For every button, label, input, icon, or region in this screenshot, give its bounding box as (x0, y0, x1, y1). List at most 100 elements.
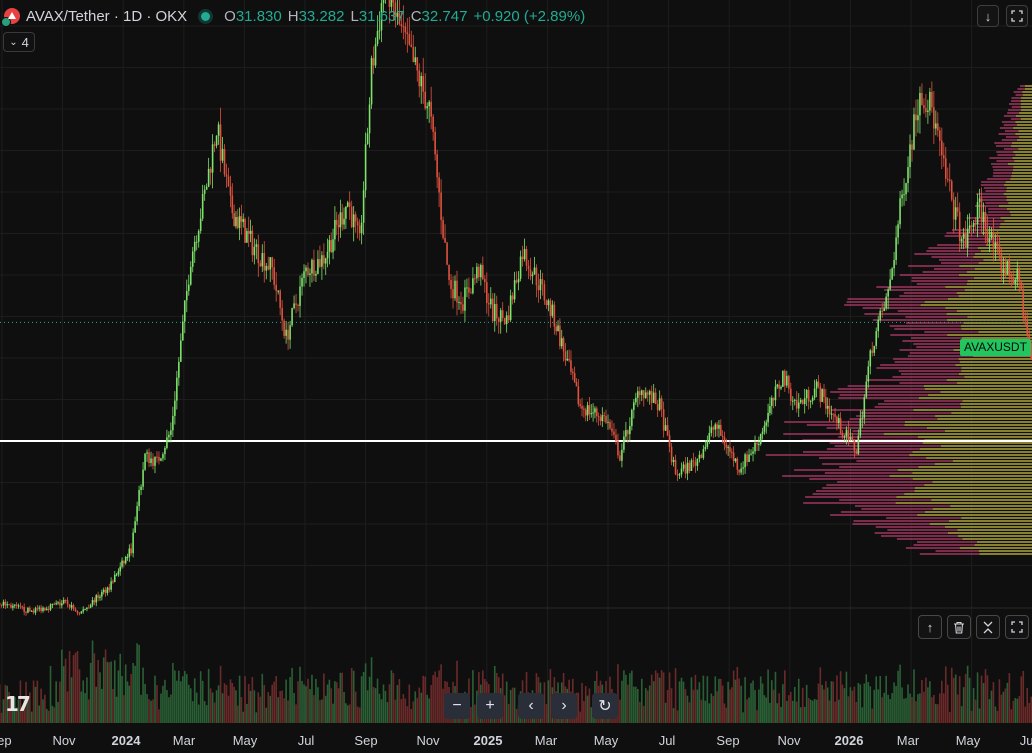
candle-body (136, 506, 138, 522)
scroll-left-button[interactable]: ‹ (518, 693, 544, 719)
volume-bar (150, 700, 152, 723)
zoom-in-button[interactable]: + (477, 693, 503, 719)
profile-bar (784, 421, 905, 423)
candle-body (422, 75, 425, 92)
candle-body (998, 246, 1001, 255)
volume-bar (648, 685, 651, 723)
volume-bar (246, 703, 248, 723)
volume-bar (515, 709, 518, 723)
volume-bar (740, 685, 742, 723)
volume-bar (986, 675, 989, 723)
zoom-out-button[interactable]: − (444, 693, 470, 719)
candle-body (195, 241, 198, 243)
candle-body (962, 233, 965, 239)
profile-bar (839, 466, 919, 468)
candle-body (617, 440, 619, 456)
volume-bar (948, 711, 951, 723)
volume-bar (70, 677, 73, 723)
candle-body (335, 219, 338, 225)
tradingview-logo[interactable]: 17 (5, 692, 31, 716)
scroll-right-button[interactable]: › (551, 693, 577, 719)
volume-bar (166, 690, 168, 723)
volume-bar (261, 673, 264, 723)
volume-bar (915, 701, 917, 723)
profile-bar (958, 295, 1032, 297)
profile-bar (934, 268, 975, 270)
candle-body (507, 315, 510, 321)
volume-bar (988, 699, 991, 723)
volume-bar (97, 659, 99, 723)
volume-bar (277, 697, 279, 723)
market-status-icon[interactable] (201, 11, 211, 21)
maximize-pane-button[interactable] (1005, 615, 1029, 639)
volume-bar (821, 684, 823, 723)
candle-body (994, 242, 997, 249)
profile-bar (782, 475, 890, 477)
volume-bar (205, 705, 208, 723)
candle-body (464, 287, 466, 311)
candle-body (869, 350, 872, 367)
volume-bar (78, 669, 81, 723)
fullscreen-button[interactable] (1006, 5, 1028, 27)
candle-body (698, 454, 701, 459)
download-button[interactable]: ↓ (977, 5, 999, 27)
volume-bar (1008, 673, 1011, 723)
volume-bar (307, 678, 309, 723)
volume-bar (57, 701, 59, 723)
candle-body (855, 450, 858, 454)
candle-body (80, 611, 83, 614)
volume-bar (211, 692, 214, 723)
profile-bar (1012, 157, 1032, 159)
time-axis-label: May (955, 733, 981, 748)
candle-body (466, 287, 468, 289)
candle-body (428, 101, 430, 107)
profile-bar (897, 310, 957, 312)
volume-bar (875, 676, 878, 723)
volume-bar (233, 686, 235, 723)
volume-bar (819, 667, 822, 723)
volume-bar (931, 697, 933, 723)
profile-bar (1019, 85, 1025, 87)
symbol-title[interactable]: AVAX/Tether · 1D · OKX (26, 7, 188, 25)
reset-chart-button[interactable]: ↻ (592, 693, 618, 719)
candle-body (472, 278, 474, 294)
candle-body (64, 599, 67, 601)
volume-bar (185, 674, 188, 723)
profile-bar (894, 361, 960, 363)
candle-body (746, 454, 748, 462)
collapse-pane-button[interactable] (976, 615, 1000, 639)
reset-icon: ↻ (598, 698, 612, 715)
delete-pane-button[interactable] (947, 615, 971, 639)
candle-body (629, 426, 631, 435)
profile-bar (899, 382, 958, 384)
candle-body (193, 241, 196, 252)
candle-body (17, 605, 20, 607)
candle-body (584, 409, 587, 416)
candle-body (102, 589, 105, 592)
candle-body (885, 296, 887, 309)
volume-bar (637, 689, 639, 723)
move-pane-up-button[interactable]: ↑ (918, 615, 942, 639)
candle-body (499, 310, 502, 322)
candle-body (8, 604, 10, 606)
volume-bar (426, 694, 428, 723)
candle-body (219, 124, 222, 161)
candle-body (70, 605, 73, 608)
candle-body (761, 431, 764, 434)
volume-bar (104, 649, 107, 723)
profile-bar (976, 226, 1000, 228)
volume-bar (734, 679, 737, 723)
volume-bar (1020, 676, 1023, 723)
volume-bar (712, 695, 715, 723)
candle-body (61, 603, 63, 606)
time-axis-label: Mar (172, 733, 196, 748)
volume-bar (72, 655, 75, 723)
profile-bar (831, 409, 914, 411)
indicators-toggle-button[interactable]: ⌄ 4 (3, 32, 35, 52)
candle-body (782, 370, 784, 387)
volume-bar (619, 699, 621, 723)
candle-body (968, 225, 971, 229)
profile-bar (1004, 148, 1019, 150)
